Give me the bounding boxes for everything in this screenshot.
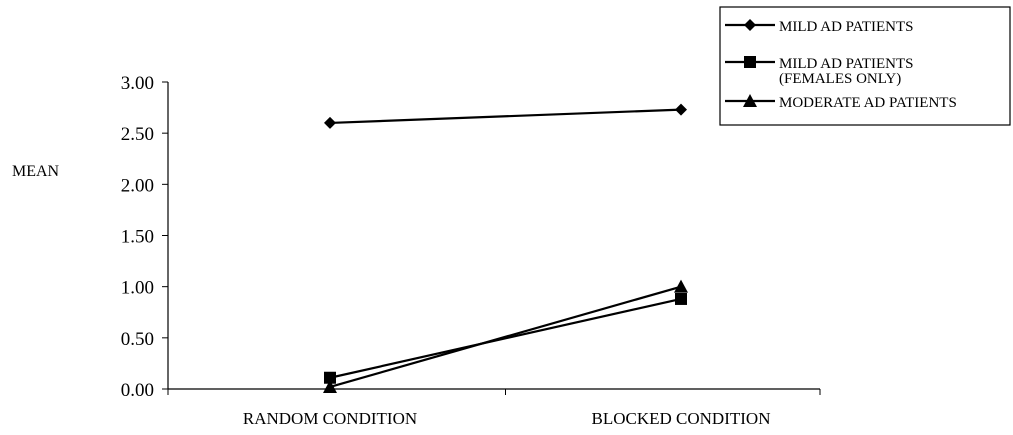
series-line xyxy=(329,285,682,389)
x-category-label: RANDOM CONDITION xyxy=(243,409,417,428)
x-axis-categories: RANDOM CONDITION BLOCKED CONDITION xyxy=(243,409,771,428)
data-point-diamond xyxy=(744,19,756,31)
y-tick-label: 1.00 xyxy=(121,278,154,299)
data-point-triangle xyxy=(674,279,688,293)
data-point-diamond xyxy=(675,103,687,116)
axes xyxy=(167,82,821,395)
data-point-square xyxy=(675,292,687,305)
y-tick-label: 3.00 xyxy=(121,73,154,94)
series-line xyxy=(329,297,682,379)
legend-label: MILD AD PATIENTS xyxy=(779,19,913,35)
data-point-triangle xyxy=(743,94,757,107)
data-point-diamond xyxy=(324,116,336,129)
y-axis-ticks: 0.00 0.50 1.00 1.50 2.00 2.50 3.00 xyxy=(121,73,168,401)
series-2 xyxy=(324,292,687,384)
legend-label: MODERATE AD PATIENTS xyxy=(779,95,957,111)
y-tick-label: 2.00 xyxy=(121,175,154,196)
data-point-square xyxy=(324,371,336,384)
series-layer xyxy=(323,103,688,393)
series-1 xyxy=(324,103,687,129)
legend-item: MILD AD PATIENTS(FEMALES ONLY) xyxy=(725,56,913,87)
y-tick-label: 2.50 xyxy=(121,124,154,145)
legend-label: (FEMALES ONLY) xyxy=(779,71,901,87)
legend-box xyxy=(719,6,1011,126)
data-point-square xyxy=(744,56,756,68)
y-tick-label: 1.50 xyxy=(121,227,154,248)
x-category-label: BLOCKED CONDITION xyxy=(592,409,771,428)
y-tick-label: 0.50 xyxy=(121,329,154,350)
y-axis-title: MEAN xyxy=(12,163,60,180)
legend-label: MILD AD PATIENTS xyxy=(779,56,913,72)
series-line xyxy=(329,108,682,125)
y-tick-label: 0.00 xyxy=(121,380,154,401)
legend-item: MILD AD PATIENTS xyxy=(725,19,913,35)
series-3 xyxy=(323,279,688,393)
legend-item: MODERATE AD PATIENTS xyxy=(725,94,957,111)
data-point-triangle xyxy=(323,379,337,393)
